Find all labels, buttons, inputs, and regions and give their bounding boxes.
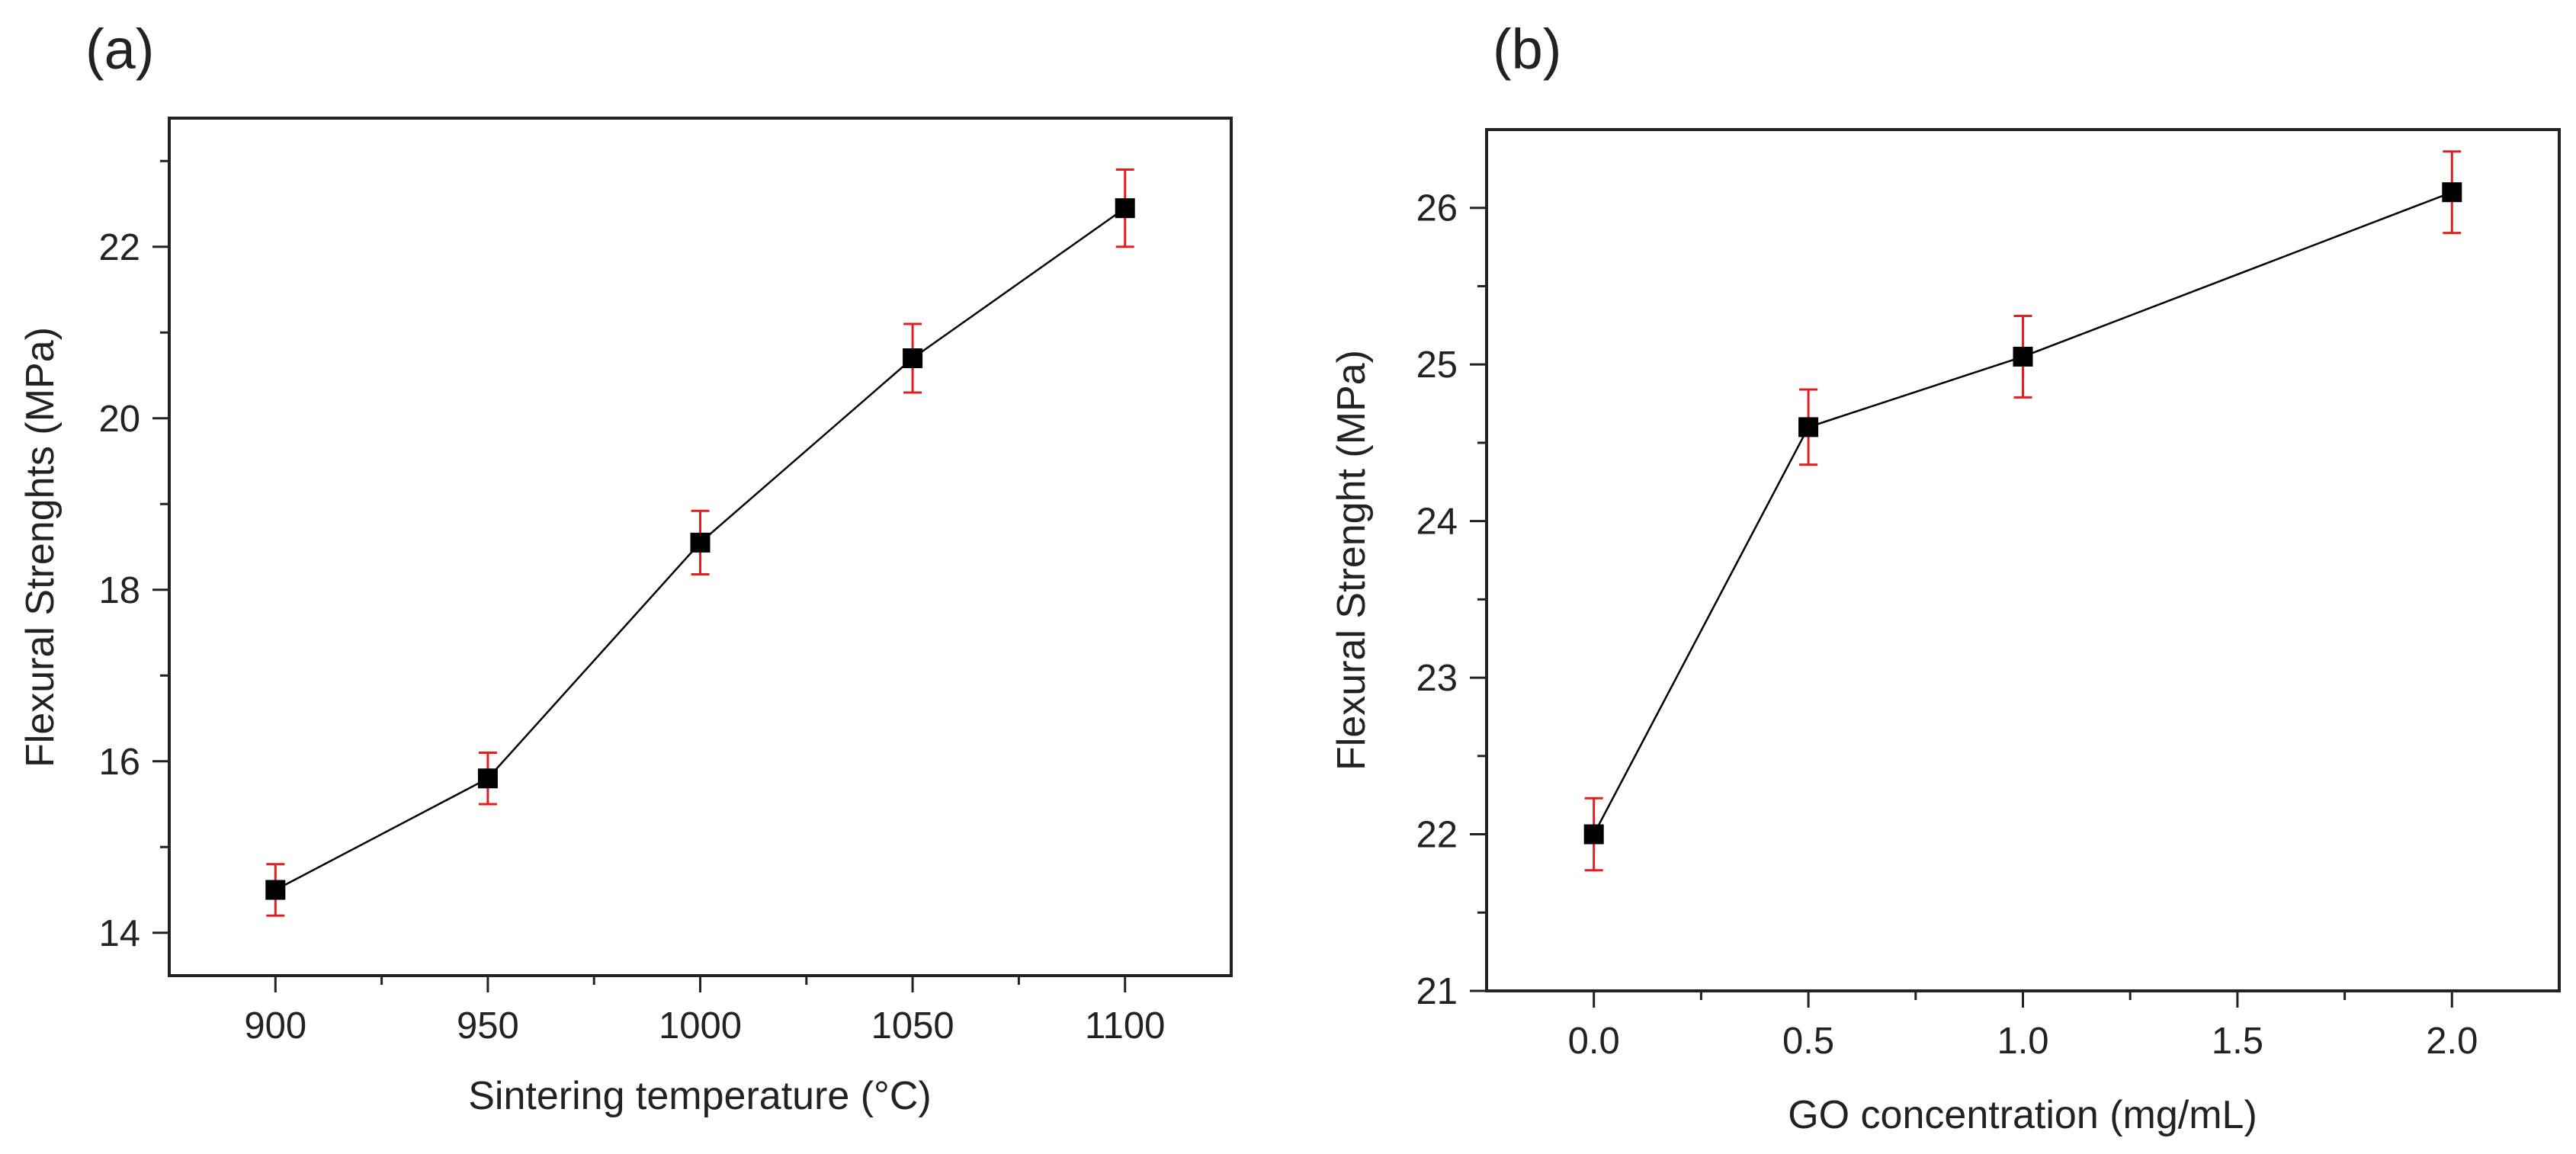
chart-a-x-tick-label: 1000 bbox=[659, 1005, 742, 1047]
chart-a-data-point bbox=[477, 768, 498, 789]
chart-b-x-tick-label: 2.0 bbox=[2426, 1021, 2478, 1062]
chart-b-data-point bbox=[1583, 824, 1604, 845]
chart-b-x-tick-label: 0.5 bbox=[1782, 1021, 1834, 1062]
chart-b-x-tick-label: 1.0 bbox=[1997, 1021, 2048, 1062]
chart-a-data-point bbox=[903, 348, 923, 368]
chart-a-x-tick-label: 1050 bbox=[871, 1005, 954, 1047]
chart-a-ticks: 900 950 1000 1050 1100 14 16 18 20 22 bbox=[98, 159, 1165, 1047]
chart-b-y-axis-title: Flexural Strenght (MPa) bbox=[1330, 350, 1374, 771]
chart-a: (a) 900 950 1000 1050 1100 14 16 18 20 22 Sinteri… bbox=[18, 18, 1233, 1118]
chart-b-series-line bbox=[1593, 191, 2452, 835]
chart-a-y-tick-label: 22 bbox=[98, 227, 140, 268]
chart-a-y-tick-label: 16 bbox=[98, 742, 140, 783]
chart-a-x-tick-label: 900 bbox=[244, 1005, 306, 1047]
chart-b-data-point bbox=[1798, 417, 1819, 438]
panel-label-b: (b) bbox=[1493, 18, 1561, 81]
panel-label-a: (a) bbox=[85, 18, 154, 81]
chart-b-marks bbox=[1583, 150, 2462, 872]
chart-b-data-point bbox=[2442, 182, 2462, 203]
chart-b-y-tick-label: 24 bbox=[1416, 502, 1458, 543]
chart-a-x-tick-label: 950 bbox=[457, 1005, 519, 1047]
chart-b: (b) 0.0 0.5 1.0 1.5 2.0 21 22 23 24 25 26 GO conce… bbox=[1330, 18, 2561, 1137]
chart-b-y-tick-label: 26 bbox=[1416, 188, 1458, 229]
chart-b-x-tick-label: 0.0 bbox=[1568, 1021, 1620, 1062]
chart-b-x-axis-title: GO concentration (mg/mL) bbox=[1788, 1093, 2257, 1137]
chart-b-y-tick-label: 22 bbox=[1416, 815, 1458, 856]
chart-a-marks bbox=[265, 168, 1135, 917]
chart-a-x-tick-label: 1100 bbox=[1085, 1005, 1165, 1047]
chart-b-y-tick-label: 21 bbox=[1416, 971, 1458, 1012]
chart-b-y-tick-label: 25 bbox=[1416, 345, 1458, 386]
chart-a-x-axis-title: Sintering temperature (°C) bbox=[468, 1074, 931, 1118]
chart-b-ticks: 0.0 0.5 1.0 1.5 2.0 21 22 23 24 25 26 bbox=[1416, 188, 2478, 1062]
chart-a-data-point bbox=[1115, 198, 1135, 219]
chart-a-y-axis-title: Flexural Strenghts (MPa) bbox=[18, 327, 63, 768]
chart-b-x-tick-label: 1.5 bbox=[2212, 1021, 2263, 1062]
chart-a-y-tick-label: 20 bbox=[98, 399, 140, 440]
chart-a-data-point bbox=[690, 532, 711, 553]
chart-a-y-tick-label: 18 bbox=[98, 570, 140, 611]
chart-b-y-tick-label: 23 bbox=[1416, 658, 1458, 699]
chart-a-data-point bbox=[265, 880, 286, 900]
chart-a-y-tick-label: 14 bbox=[98, 913, 140, 954]
chart-b-data-point bbox=[2013, 346, 2033, 367]
